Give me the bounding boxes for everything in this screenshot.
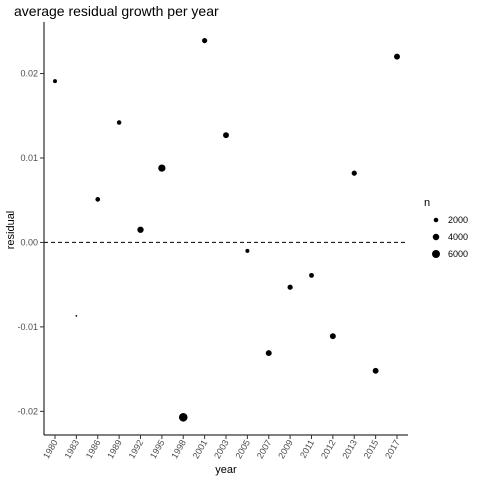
y-tick-label: -0.01 — [17, 322, 38, 332]
data-point-2017 — [394, 53, 400, 60]
data-point-2003 — [223, 132, 229, 139]
size-legend: n 2000 4000 6000 — [424, 197, 468, 259]
data-point-1986 — [95, 197, 101, 202]
data-point-1980 — [53, 79, 57, 84]
legend-label-2000: 2000 — [448, 215, 468, 225]
x-tick-label: 2013 — [340, 438, 359, 460]
data-point-2011 — [309, 272, 314, 278]
x-tick-label: 1992 — [127, 438, 146, 460]
data-point-2015 — [372, 367, 379, 374]
legend-key-6000 — [432, 250, 440, 258]
data-point-2012 — [329, 333, 336, 340]
x-tick-label: 2017 — [383, 438, 402, 460]
x-tick-label: 1986 — [84, 438, 103, 460]
y-tick-label: -0.02 — [17, 406, 38, 416]
legend-label-6000: 6000 — [448, 249, 468, 259]
data-point-2005 — [245, 248, 250, 253]
x-tick-label: 1980 — [41, 438, 60, 460]
x-tick-label: 2012 — [319, 438, 338, 460]
x-tick-label: 1995 — [148, 438, 167, 460]
y-tick-label: 0.02 — [20, 69, 38, 79]
data-point-2009 — [287, 284, 293, 290]
data-point-1998 — [178, 412, 188, 422]
data-point-1995 — [158, 164, 166, 172]
y-axis-label: residual — [5, 211, 17, 250]
x-tick-label: 2015 — [362, 438, 381, 460]
x-tick-label: 1998 — [169, 438, 188, 460]
legend-key-4000 — [432, 233, 440, 241]
data-point-2001 — [202, 37, 208, 44]
data-point-1989 — [116, 120, 122, 125]
x-tick-label: 1983 — [62, 438, 81, 460]
x-tick-label: 2005 — [233, 438, 252, 460]
data-point-1983 — [75, 315, 78, 317]
x-tick-label: 1989 — [105, 438, 124, 460]
legend-key-2000 — [433, 217, 439, 223]
y-tick-label: 0.01 — [20, 153, 38, 163]
x-tick-label: 2011 — [298, 438, 316, 460]
data-point-2007 — [265, 350, 272, 357]
legend-title: n — [424, 197, 430, 209]
x-tick-label: 2007 — [255, 438, 274, 460]
data-point-2013 — [351, 170, 357, 176]
legend-label-4000: 4000 — [448, 232, 468, 242]
x-axis-label: year — [215, 464, 237, 476]
x-tick-label: 2009 — [276, 438, 295, 460]
chart-title: average residual growth per year — [14, 3, 219, 19]
x-tick-label: 2003 — [212, 438, 231, 460]
x-tick-label: 2001 — [191, 438, 210, 460]
data-point-1992 — [137, 226, 144, 233]
y-tick-label: 0.00 — [20, 237, 38, 247]
